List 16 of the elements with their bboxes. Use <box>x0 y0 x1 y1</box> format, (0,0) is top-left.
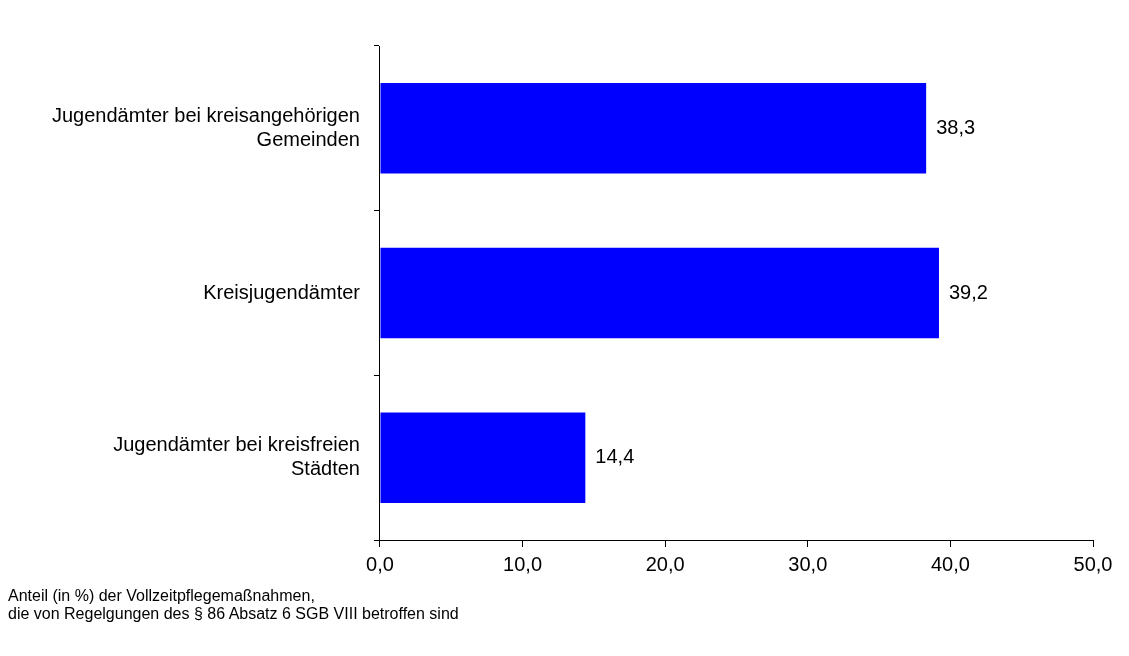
bar <box>380 412 586 503</box>
data-label: 39,2 <box>948 280 988 303</box>
text: Anteil (in %) der Vollzeitpflegemaßnahmen, die von Regelgungen des § 86 Absatz 6 SGB VIII betroffen sind <box>8 587 460 623</box>
y-tick-label: Jugendämter bei kreisfreien Städten <box>113 433 360 480</box>
x-tick-label: 0,0 <box>366 552 394 575</box>
x-tick-label: 40,0 <box>930 552 970 575</box>
bar <box>380 83 927 174</box>
data-label: 38,3 <box>936 115 976 138</box>
x-tick-label: 30,0 <box>788 552 828 575</box>
x-tick-label: 50,0 <box>1073 552 1113 575</box>
bar <box>380 247 939 339</box>
y-tick-label: Jugendämter bei kreisangehörigen Gemeinden <box>51 103 360 150</box>
y-tick-label: Kreisjugendämter <box>203 280 361 303</box>
data-label: 14,4 <box>595 445 635 468</box>
x-tick-label: 20,0 <box>645 552 685 575</box>
x-tick-label: 10,0 <box>503 552 543 575</box>
